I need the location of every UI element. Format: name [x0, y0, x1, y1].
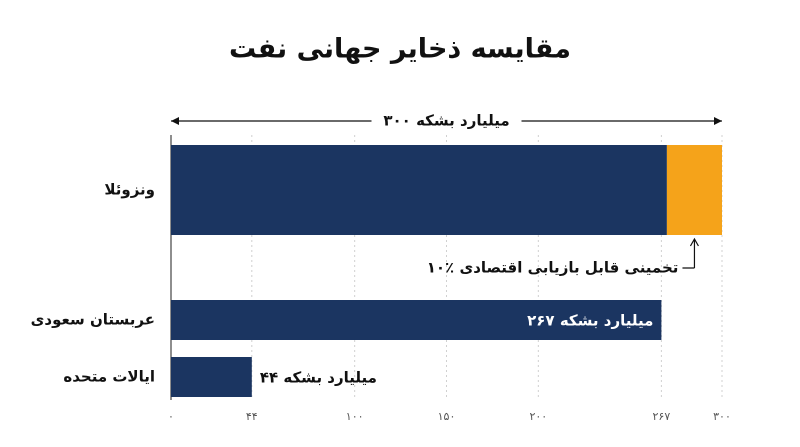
bar	[171, 357, 252, 397]
x-tick-label: ۱۰۰	[346, 410, 364, 423]
category-label: ونزوئلا	[104, 181, 155, 199]
annotation-arrow	[682, 237, 699, 269]
category-label: عربستان سعودی	[31, 311, 155, 329]
chart-title: مقایسه ذخایر جهانی نفت	[229, 34, 571, 65]
bar	[171, 300, 662, 340]
x-tick-label: ۲۶۷	[653, 410, 671, 423]
span-label-bg	[371, 110, 522, 132]
value-label: ۴۴ میلیارد بشکه	[260, 369, 377, 387]
x-tick-label: ۳۰۰	[713, 410, 731, 423]
category-label: ایالات متحده	[63, 368, 155, 386]
value-label: ۲۶۷ میلیارد بشکه	[527, 312, 653, 330]
bar	[666, 145, 722, 235]
x-tick-label: ۲۰۰	[529, 410, 547, 423]
x-tick-label: ۱۵۰	[438, 410, 456, 423]
bar	[171, 145, 667, 235]
annotation: ۱۰٪ تخمینی قابل بازیابی اقتصادی	[427, 259, 679, 277]
span-label: ۳۰۰ میلیارد بشکه	[383, 112, 509, 130]
x-tick-label: ۴۴	[246, 410, 258, 423]
x-tick-label: ۰	[168, 410, 174, 423]
